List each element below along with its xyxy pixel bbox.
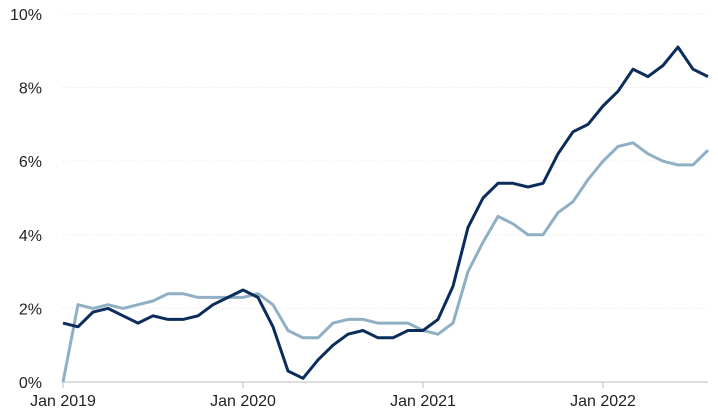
x-tick-label: Jan 2022 [570, 393, 636, 410]
y-tick-label: 4% [19, 228, 42, 245]
series-lines [61, 45, 710, 383]
gridlines [63, 13, 708, 309]
y-axis-tick-labels: 0% 2% 4% 6% 8% 10% [10, 7, 42, 392]
x-axis-ticks: Jan 2019 Jan 2020 Jan 2021 Jan 2022 [30, 382, 636, 410]
y-tick-label: 0% [19, 375, 42, 392]
x-tick-label: Jan 2020 [210, 393, 276, 410]
x-tick-label: Jan 2021 [390, 393, 456, 410]
x-tick-label: Jan 2019 [30, 393, 96, 410]
y-tick-label: 10% [10, 7, 42, 24]
y-tick-label: 2% [19, 301, 42, 318]
series-line-1 [62, 45, 709, 380]
y-tick-label: 6% [19, 154, 42, 171]
y-tick-label: 8% [19, 81, 42, 98]
series-line-2 [61, 141, 710, 383]
